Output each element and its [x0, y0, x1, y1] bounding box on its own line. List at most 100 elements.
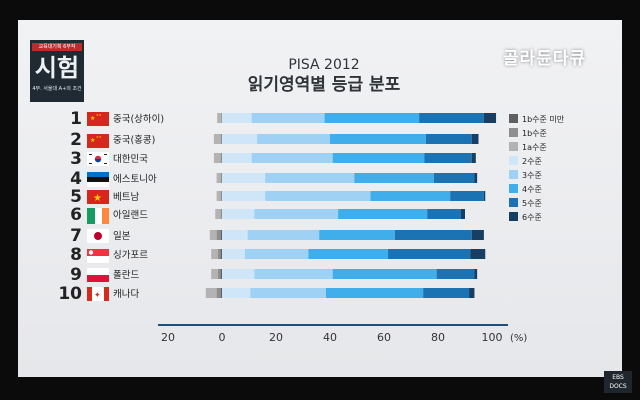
- program-logo: 교육대기획 6부작 시험 4부. 서울대 A+의 조건: [30, 40, 84, 102]
- program-title: 시험: [34, 53, 80, 82]
- flag-poland: [87, 268, 109, 282]
- flag-china-shanghai: ★ ★★: [87, 112, 109, 126]
- bar-segment: [319, 230, 395, 240]
- rank-label: 9: [70, 265, 82, 285]
- country-label: 아일랜드: [113, 210, 148, 221]
- bar-segment: [251, 113, 325, 123]
- bar-segment: [213, 153, 221, 163]
- bar-segment: [222, 134, 258, 144]
- rank-label: 1: [70, 109, 82, 129]
- x-tick-label: 0: [219, 331, 226, 344]
- x-tick-label: 20: [269, 331, 283, 344]
- legend-swatch: [509, 156, 518, 165]
- legend: 1b수준 미만 1b수준 1a수준 2수준 3수준 4수준 5수준 6수준: [509, 114, 565, 222]
- chart-title: PISA 2012: [288, 57, 360, 73]
- bar-segment: [483, 191, 486, 201]
- bar-segment: [325, 288, 424, 298]
- bar-segment: [216, 288, 221, 298]
- legend-label: 5수준: [522, 199, 542, 208]
- channel-brand: 골라듄다큐: [503, 49, 587, 69]
- bar-segment: [436, 269, 475, 279]
- country-label: 중국(상하이): [113, 113, 164, 125]
- flag-korea: [87, 152, 109, 166]
- svg-text:★★: ★★: [96, 113, 102, 117]
- rank-label: 10: [58, 284, 82, 304]
- bar-segment: [460, 209, 465, 219]
- bar-segment: [222, 209, 255, 219]
- legend-label: 3수준: [522, 171, 542, 180]
- bar-segment: [217, 269, 221, 279]
- chart-title-block: PISA 2012 읽기영역별 등급 분포: [234, 57, 414, 97]
- program-episode: 4부. 서울대 A+의 조건: [32, 86, 82, 92]
- country-label: 베트남: [113, 192, 139, 203]
- legend-label: 2수준: [522, 157, 542, 166]
- bar-segment: [423, 288, 470, 298]
- country-label: 싱가포르: [113, 250, 148, 261]
- bar-segment: [324, 113, 420, 123]
- flag-singapore: [87, 249, 109, 263]
- x-tick-label: 100: [482, 331, 503, 344]
- rank-label: 4: [70, 169, 82, 189]
- bar-segment: [251, 153, 333, 163]
- legend-swatch: [509, 114, 518, 123]
- bar-segment: [388, 249, 471, 259]
- bar-segment: [220, 249, 222, 259]
- bar-segment: [211, 269, 218, 279]
- flag-china-hongkong: ★ ★★: [87, 134, 109, 148]
- flag-canada: ✦: [87, 287, 109, 301]
- bar-segment: [483, 113, 497, 123]
- legend-label: 1b수준 미만: [522, 115, 565, 124]
- legend-swatch: [509, 184, 518, 193]
- legend-swatch: [509, 212, 518, 221]
- bar-segment: [254, 209, 339, 219]
- svg-text:★: ★: [93, 193, 102, 204]
- x-tick-label: 20: [161, 331, 175, 344]
- legend-swatch: [509, 142, 518, 151]
- legend-label: 1b수준: [522, 129, 547, 138]
- legend-swatch: [509, 128, 518, 137]
- bar-segment: [205, 288, 217, 298]
- bar-segment: [222, 269, 255, 279]
- bar-segment: [247, 230, 320, 240]
- bar-segment: [338, 209, 428, 219]
- rank-label: 7: [70, 226, 82, 246]
- bar-segment: [220, 134, 222, 144]
- country-label: 중국(홍콩): [113, 134, 155, 146]
- x-axis-ticks: 20 0 20 40 60 80 100: [161, 331, 503, 344]
- svg-text:★: ★: [90, 115, 95, 122]
- rank-label: 6: [70, 205, 82, 225]
- bar-segment: [265, 173, 355, 183]
- bar-segment: [394, 230, 472, 240]
- bar-segment: [433, 173, 475, 183]
- bar-segment: [471, 153, 476, 163]
- flag-estonia: [87, 172, 109, 187]
- bar-segment: [250, 288, 326, 298]
- rank-label: 8: [70, 245, 82, 265]
- bar-segment: [425, 134, 472, 144]
- x-tick-label: 60: [377, 331, 391, 344]
- bar-segment: [215, 209, 221, 219]
- bar-segment: [370, 191, 451, 201]
- country-label: 에스토니아: [113, 174, 157, 185]
- bar-segment: [471, 230, 484, 240]
- bar-segment: [209, 230, 217, 240]
- bar-segment: [254, 269, 333, 279]
- bar-segment: [221, 113, 222, 123]
- bar-segment: [427, 209, 461, 219]
- svg-text:★★: ★★: [96, 135, 102, 139]
- bar-segment: [471, 134, 479, 144]
- flag-japan: [87, 229, 109, 243]
- bar-segment: [354, 173, 434, 183]
- bar-segment: [470, 249, 486, 259]
- bar-segment: [332, 269, 437, 279]
- bar-segment: [222, 288, 251, 298]
- bar-segment: [217, 249, 221, 259]
- legend-label: 1a수준: [522, 143, 547, 152]
- country-label: 대한민국: [113, 154, 148, 165]
- country-label: 일본: [113, 231, 131, 242]
- bar-segment: [450, 191, 484, 201]
- legend-label: 4수준: [522, 185, 542, 194]
- bar-segment: [220, 191, 222, 201]
- country-label: 폴란드: [113, 269, 139, 281]
